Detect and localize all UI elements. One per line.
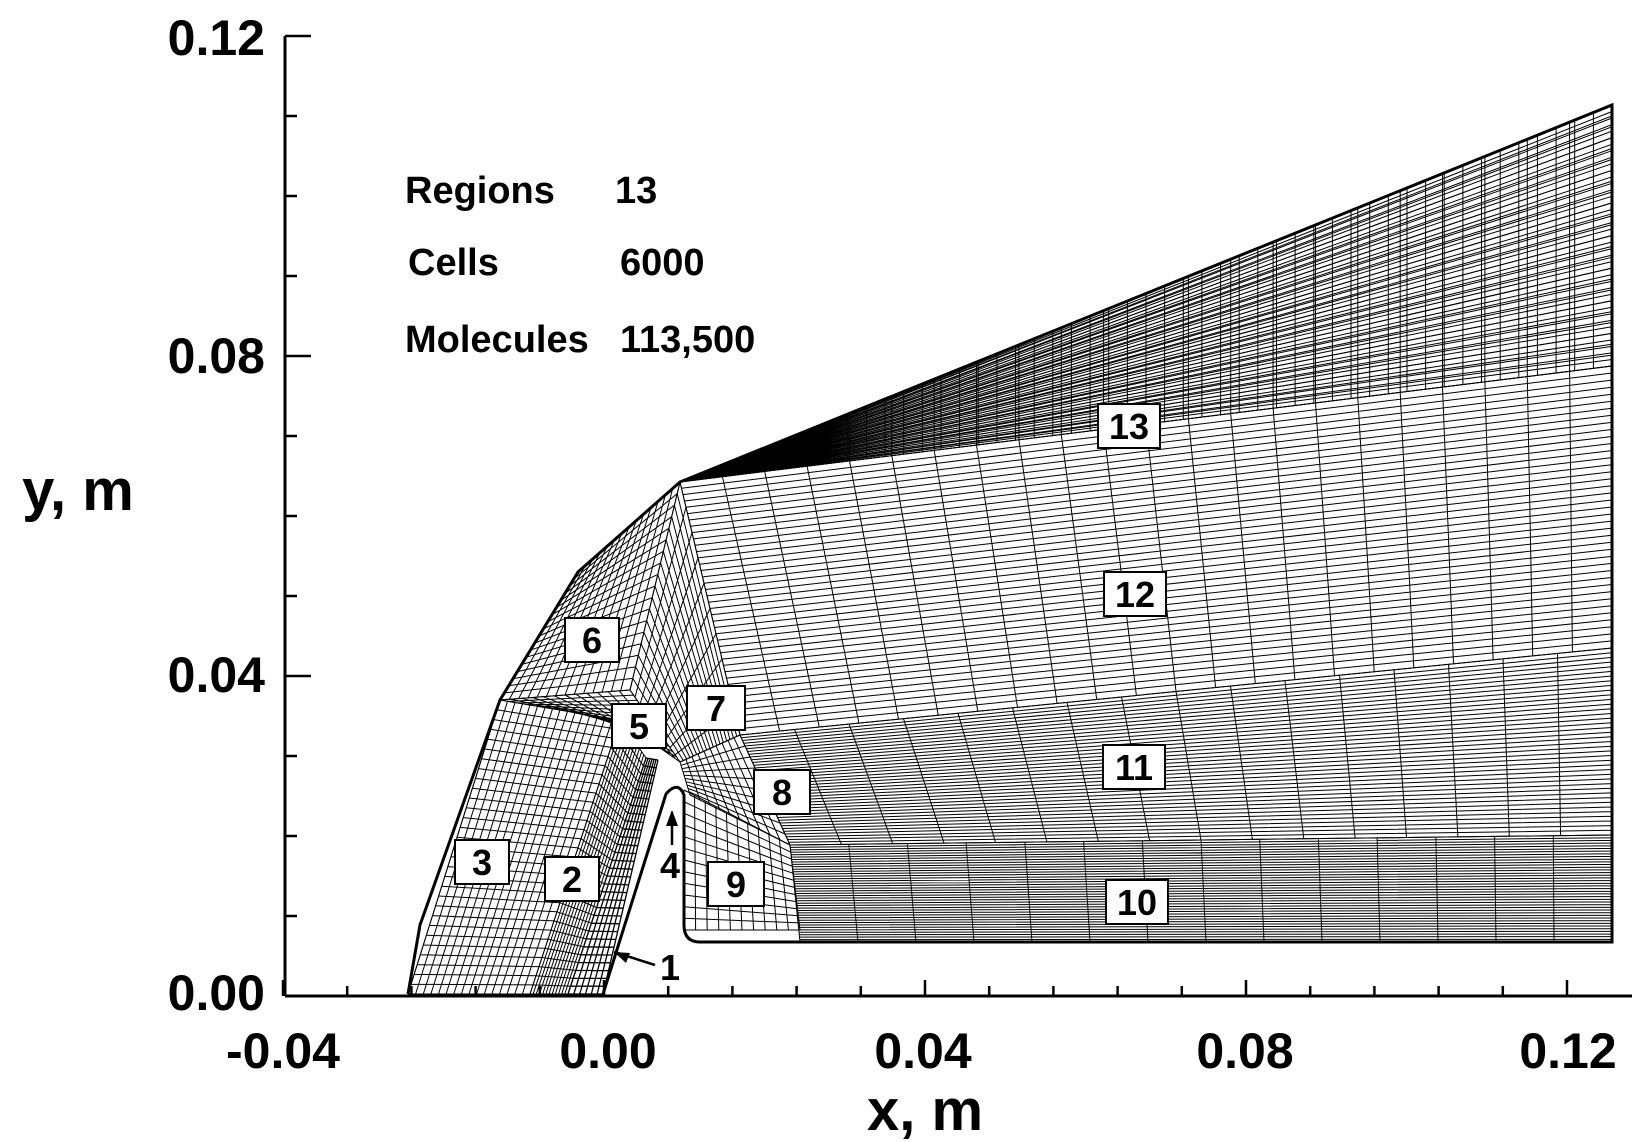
- region-label-9: 9: [707, 861, 765, 907]
- region-box: [1103, 571, 1167, 617]
- region-label-1: 1: [660, 947, 680, 988]
- region-box: [1097, 403, 1161, 449]
- y-axis-title: y, m: [22, 458, 134, 523]
- region-box: [611, 703, 667, 749]
- pointer-arrows: [613, 810, 678, 967]
- region-label-3: 3: [454, 839, 510, 885]
- y-tick-label: 0.08: [168, 328, 265, 384]
- region-label-2: 2: [544, 856, 600, 902]
- arrowhead-region-4: [666, 810, 678, 826]
- cells-label: Cells: [408, 242, 499, 284]
- mesh-lines: [789, 834, 1613, 943]
- region-label-11: 11: [1102, 744, 1166, 790]
- region-box: [686, 685, 746, 731]
- region-number: 8: [772, 772, 792, 813]
- region-number: 4: [660, 845, 680, 886]
- region-label-4: 4: [660, 845, 680, 886]
- axes: [281, 34, 1632, 998]
- region-box: [544, 856, 600, 902]
- x-tick-label: 0.12: [1519, 1023, 1616, 1079]
- region-number: 6: [582, 620, 602, 661]
- region-number: 12: [1115, 574, 1155, 615]
- mesh-lines: [499, 481, 681, 701]
- region-number: 2: [562, 859, 582, 900]
- regions-value: 13: [615, 170, 657, 212]
- region-box: [753, 769, 811, 815]
- domain-boundary: [406, 102, 1614, 995]
- region-8-mesh: [679, 734, 791, 846]
- region-box: [454, 839, 510, 885]
- region-number: 1: [660, 947, 680, 988]
- region-10-mesh: [789, 834, 1613, 943]
- arrowhead-region-1: [614, 952, 630, 963]
- region-number: 3: [472, 842, 492, 883]
- x-axis-title: x, m: [867, 1078, 983, 1142]
- region-box: [1102, 744, 1166, 790]
- region-number: 13: [1109, 406, 1149, 447]
- x-tick-label: 0.04: [874, 1023, 972, 1079]
- cells-value: 6000: [620, 242, 705, 284]
- x-tick-label: -0.04: [226, 1023, 340, 1079]
- region-label-13: 13: [1097, 403, 1161, 449]
- molecules-value: 113,500: [620, 319, 755, 361]
- region-number: 10: [1117, 882, 1157, 923]
- molecules-label: Molecules: [405, 319, 589, 361]
- regions-label: Regions: [405, 170, 555, 212]
- region-label-6: 6: [564, 617, 620, 663]
- region-number: 7: [706, 688, 726, 729]
- y-tick-label: 0.00: [168, 965, 265, 1021]
- region-number: 9: [726, 864, 746, 905]
- x-tick-label: 0.00: [559, 1023, 656, 1079]
- region-6-mesh: [499, 481, 681, 701]
- mesh-lines: [679, 734, 791, 846]
- region-number: 5: [629, 706, 649, 747]
- region-label-7: 7: [686, 685, 746, 731]
- y-tick-label: 0.04: [168, 647, 266, 703]
- region-label-8: 8: [753, 769, 811, 815]
- y-tick-label: 0.12: [168, 10, 265, 66]
- region-label-12: 12: [1103, 571, 1167, 617]
- region-label-10: 10: [1105, 879, 1169, 925]
- x-tick-label: 0.08: [1196, 1023, 1293, 1079]
- region-box: [564, 617, 620, 663]
- region-number: 11: [1115, 747, 1153, 788]
- region-box: [1105, 879, 1169, 925]
- region-label-5: 5: [611, 703, 667, 749]
- region-box: [707, 861, 765, 907]
